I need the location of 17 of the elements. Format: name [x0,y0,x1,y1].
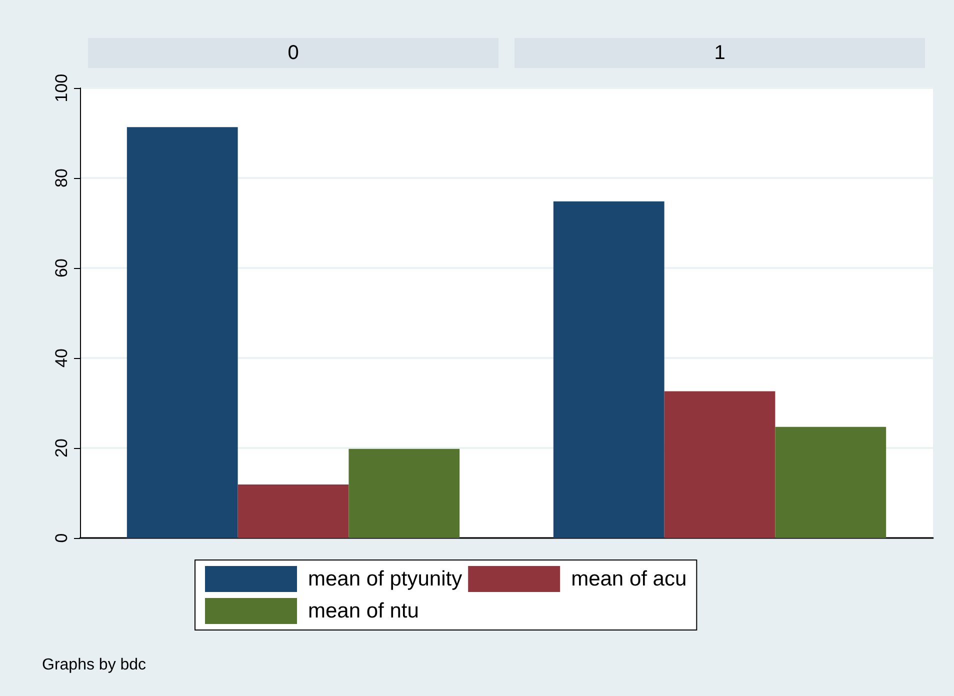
y-tick-label: 60 [52,258,71,278]
y-tick-label: 80 [52,168,71,188]
y-tick-label: 40 [52,348,71,368]
bar [238,484,349,538]
bar [553,201,664,538]
legend-label: mean of acu [571,568,687,590]
y-tick-label: 20 [52,438,71,458]
x-tick-label: 1 [714,42,726,64]
bar [775,426,886,538]
legend-label: mean of ntu [308,600,419,622]
bar [664,391,776,538]
bar [126,127,238,538]
bar [348,448,460,538]
legend-label: mean of ptyunity [308,568,463,590]
text: Graphs by bdc [42,656,146,674]
y-tick-label: 0 [52,533,71,543]
y-tick-label: 100 [52,74,71,102]
